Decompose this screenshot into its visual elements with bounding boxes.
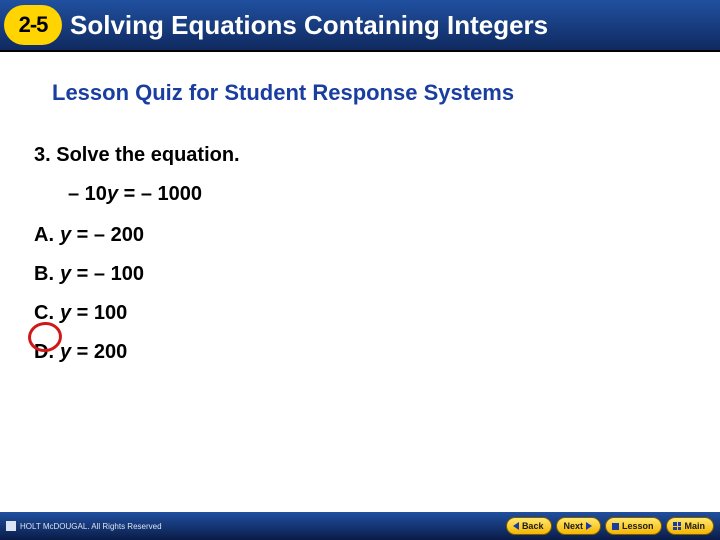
equation: – 10y = – 1000 — [68, 183, 720, 206]
equation-prefix: – 10 — [68, 183, 107, 205]
next-label: Next — [563, 521, 583, 531]
grid-icon — [673, 522, 681, 530]
question-prompt: 3. Solve the equation. — [34, 144, 720, 167]
triangle-right-icon — [586, 522, 592, 530]
choice-label: C. — [34, 302, 60, 325]
lesson-number: 2-5 — [19, 12, 48, 38]
choice-a[interactable]: A.y = – 200 — [34, 224, 720, 247]
header-bar: 2-5 Solving Equations Containing Integer… — [0, 0, 720, 52]
triangle-left-icon — [513, 522, 519, 530]
choices-list: A.y = – 200 B.y = – 100 C.y = 100 D.y = … — [34, 224, 720, 364]
choice-label: B. — [34, 263, 60, 286]
nav-buttons: Back Next Lesson Main — [506, 517, 714, 535]
main-button[interactable]: Main — [666, 517, 714, 535]
main-label: Main — [684, 521, 705, 531]
footer-bar: HOLT McDOUGAL. All Rights Reserved Back … — [0, 512, 720, 540]
page-title: Solving Equations Containing Integers — [70, 10, 548, 41]
subtitle: Lesson Quiz for Student Response Systems — [52, 80, 720, 106]
choice-c[interactable]: C.y = 100 — [34, 302, 720, 325]
lesson-button[interactable]: Lesson — [605, 517, 663, 535]
lesson-label: Lesson — [622, 521, 654, 531]
choice-variable: y — [60, 302, 71, 324]
choice-rhs: = – 100 — [71, 263, 144, 285]
square-icon — [612, 523, 619, 530]
copyright-text: HOLT McDOUGAL. All Rights Reserved — [20, 522, 162, 531]
back-button[interactable]: Back — [506, 517, 553, 535]
choice-b[interactable]: B.y = – 100 — [34, 263, 720, 286]
choice-variable: y — [60, 341, 71, 363]
equation-variable: y — [107, 183, 118, 205]
choice-variable: y — [60, 224, 71, 246]
publisher-logo-icon — [6, 521, 16, 531]
choice-rhs: = 100 — [71, 302, 127, 324]
lesson-badge: 2-5 — [4, 5, 62, 45]
next-button[interactable]: Next — [556, 517, 601, 535]
choice-rhs: = – 200 — [71, 224, 144, 246]
choice-variable: y — [60, 263, 71, 285]
equation-suffix: = – 1000 — [118, 183, 202, 205]
choice-label: D. — [34, 341, 60, 364]
choice-d[interactable]: D.y = 200 — [34, 341, 720, 364]
choice-label: A. — [34, 224, 60, 247]
question-number: 3. — [34, 144, 51, 166]
back-label: Back — [522, 521, 544, 531]
copyright: HOLT McDOUGAL. All Rights Reserved — [6, 521, 162, 531]
choice-rhs: = 200 — [71, 341, 127, 363]
question-text: Solve the equation. — [56, 144, 239, 166]
